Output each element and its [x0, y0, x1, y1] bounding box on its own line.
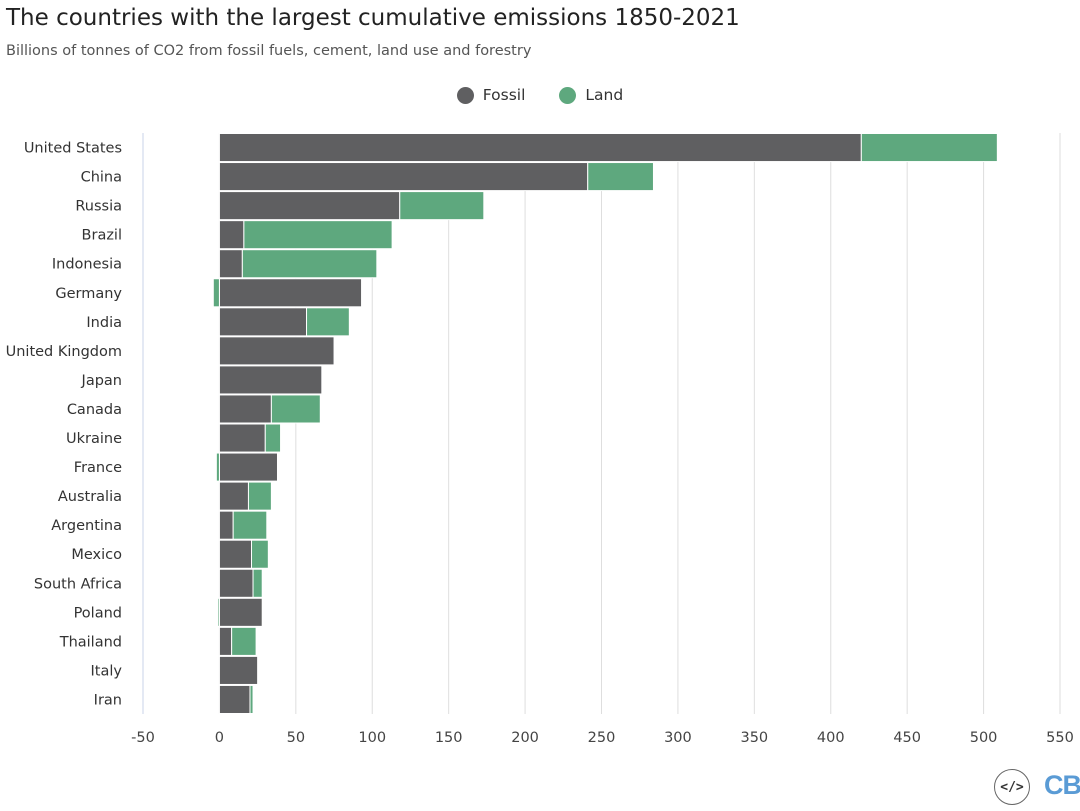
y-category-label: Indonesia [52, 257, 122, 273]
bar-fossil [218, 539, 253, 569]
y-category-label: Canada [67, 402, 122, 418]
legend-swatch-land [559, 86, 577, 104]
bar-fossil [218, 162, 589, 192]
bar-fossil [218, 481, 249, 511]
x-tick-label: 100 [358, 730, 386, 746]
y-category-label: Thailand [59, 634, 122, 650]
bar-fossil [218, 365, 323, 395]
y-category-label: Russia [75, 199, 122, 215]
bar-land [587, 162, 654, 192]
x-tick-label: 200 [511, 730, 539, 746]
y-category-label: Brazil [82, 228, 122, 244]
legend-item-fossil[interactable]: Fossil [456, 86, 526, 104]
y-category-label: Mexico [71, 547, 122, 563]
y-category-label: Italy [91, 663, 123, 679]
bar-land [306, 307, 350, 337]
legend-label-fossil: Fossil [482, 86, 526, 104]
x-tick-label: 150 [435, 730, 463, 746]
x-tick-label: 350 [740, 730, 768, 746]
bar-fossil [218, 394, 272, 424]
bar-land [217, 597, 220, 627]
chart-subtitle: Billions of tonnes of CO2 from fossil fu… [6, 43, 532, 59]
bar-land [399, 191, 485, 221]
bar-land [249, 684, 254, 715]
bar-fossil [218, 336, 335, 366]
bar-land [270, 394, 321, 424]
bar-fossil [218, 452, 278, 482]
bar-fossil [218, 307, 308, 337]
y-category-label: Poland [74, 605, 122, 621]
x-tick-label: 400 [817, 730, 845, 746]
x-tick-label: 300 [664, 730, 692, 746]
y-category-label: Australia [58, 489, 122, 505]
carbon-brief-logo: CB [1044, 770, 1080, 800]
y-category-label: United Kingdom [6, 344, 122, 360]
x-tick-label: 250 [588, 730, 616, 746]
bar-fossil [218, 220, 245, 250]
y-category-label: Iran [94, 692, 122, 708]
bar-land [232, 510, 268, 540]
y-category-label: United States [24, 141, 122, 157]
x-tick-label: 0 [215, 730, 224, 746]
x-tick-label: 500 [970, 730, 998, 746]
y-category-label: Ukraine [66, 431, 122, 447]
bar-land [212, 278, 220, 308]
bar-land [252, 568, 263, 598]
bar-fossil [218, 655, 259, 685]
bar-fossil [218, 597, 263, 627]
bar-fossil [218, 423, 266, 453]
bar-land [231, 626, 257, 656]
x-tick-label: 450 [893, 730, 921, 746]
embed-code-icon[interactable]: </> [994, 769, 1030, 805]
legend-swatch-fossil [456, 86, 474, 104]
bar-land [251, 539, 269, 569]
bar-land [860, 133, 998, 163]
bar-fossil [218, 191, 401, 221]
bar-land [264, 423, 282, 453]
bar-fossil [218, 249, 243, 279]
bar-land [215, 452, 220, 482]
bar-land [243, 220, 393, 250]
chart-legend: Fossil Land [0, 86, 1080, 104]
y-category-label: India [86, 315, 122, 331]
y-category-label: Japan [81, 373, 122, 389]
x-tick-label: -50 [131, 730, 155, 746]
x-tick-label: 550 [1046, 730, 1074, 746]
bar-land [241, 249, 378, 279]
y-category-label: Argentina [51, 518, 122, 534]
bar-land [247, 481, 272, 511]
y-category-label: France [74, 460, 122, 476]
y-category-label: South Africa [34, 576, 122, 592]
bar-fossil [218, 133, 862, 163]
chart-title: The countries with the largest cumulativ… [6, 5, 740, 31]
bar-fossil [218, 278, 363, 308]
y-category-label: China [81, 170, 122, 186]
bar-fossil [218, 626, 233, 656]
y-category-label: Germany [55, 286, 122, 302]
bar-fossil [218, 684, 251, 715]
bar-fossil [218, 568, 254, 598]
legend-item-land[interactable]: Land [559, 86, 623, 104]
bar-fossil [218, 510, 234, 540]
x-tick-label: 50 [287, 730, 305, 746]
legend-label-land: Land [585, 86, 624, 104]
